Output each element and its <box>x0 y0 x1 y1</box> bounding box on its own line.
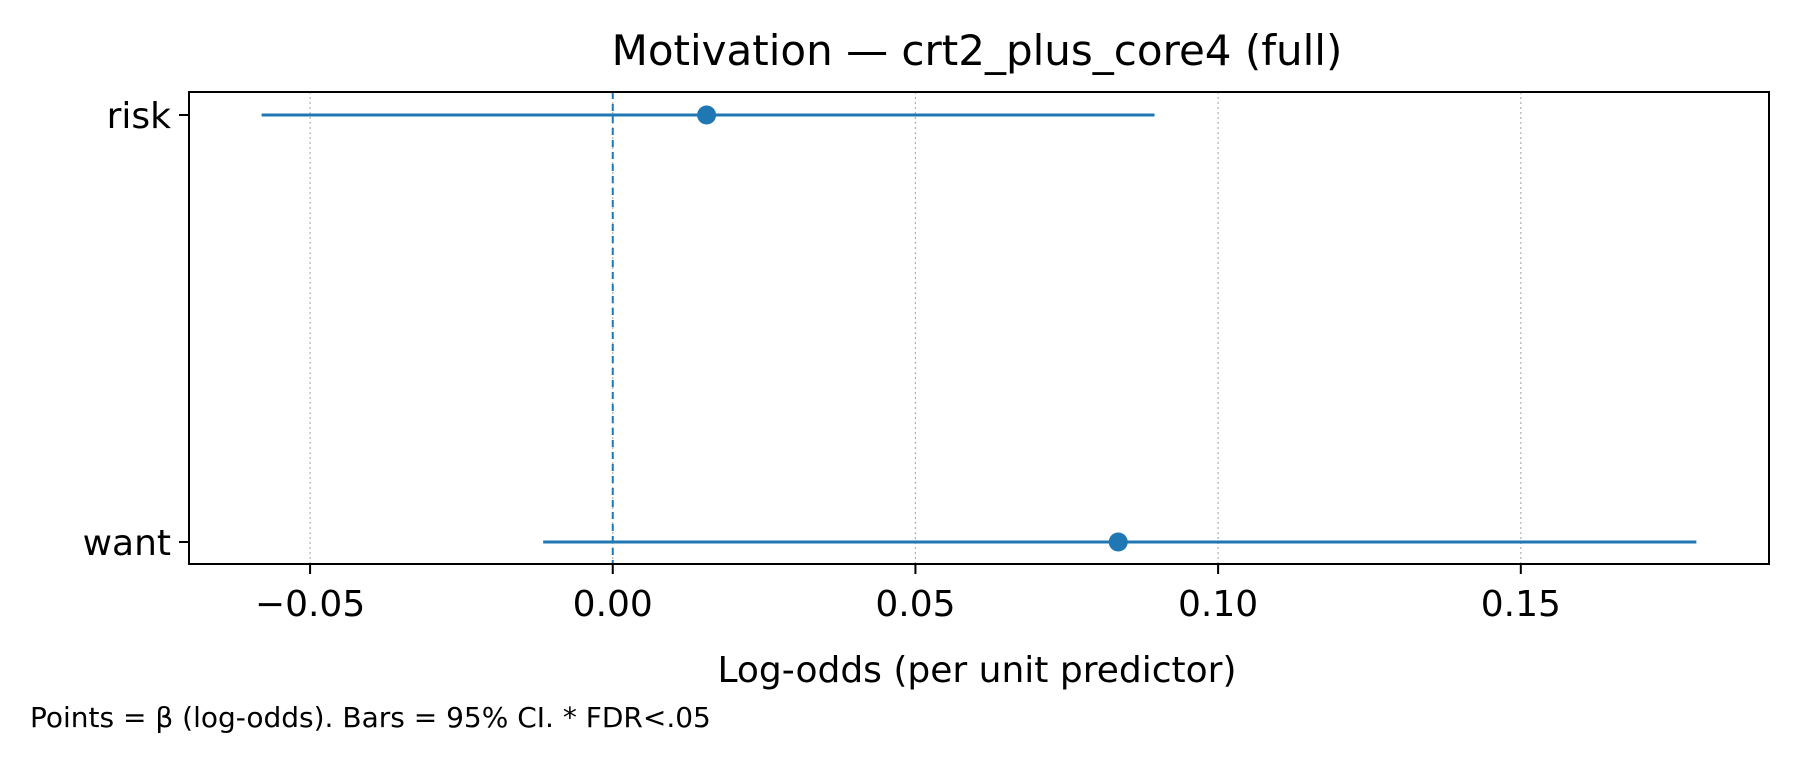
footnote: Points = β (log-odds). Bars = 95% CI. * … <box>30 701 711 734</box>
y-tick-label-risk: risk <box>107 96 172 137</box>
plot-frame <box>188 91 1770 565</box>
estimate-point-risk <box>697 105 717 125</box>
grid-lines <box>309 92 1522 564</box>
x-tick-label: 0.15 <box>1481 584 1561 625</box>
estimate-points <box>697 105 1128 552</box>
x-axis: −0.05 0.00 0.05 0.10 0.15 <box>255 564 1561 625</box>
chart-title: Motivation — crt2_plus_core4 (full) <box>612 26 1343 75</box>
error-bars <box>261 113 1697 544</box>
y-tick-label-want: want <box>83 523 171 564</box>
x-tick-label: 0.05 <box>875 584 955 625</box>
x-tick-label: 0.00 <box>573 584 653 625</box>
y-axis: risk want <box>83 96 189 564</box>
x-axis-label: Log-odds (per unit predictor) <box>717 650 1236 691</box>
estimate-point-want <box>1108 532 1128 552</box>
x-tick-label: 0.10 <box>1178 584 1258 625</box>
x-tick-label: −0.05 <box>255 584 365 625</box>
